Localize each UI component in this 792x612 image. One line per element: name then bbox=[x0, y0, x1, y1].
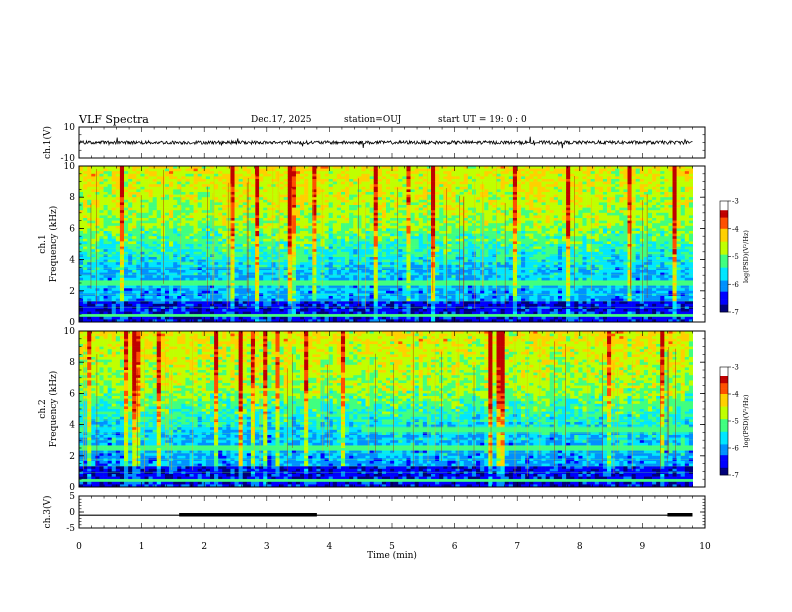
ch2-spectrogram-ytick-label: 2 bbox=[69, 452, 75, 462]
header-date: Dec.17, 2025 bbox=[251, 115, 312, 125]
ch3-digital-ytick-label: 0 bbox=[69, 508, 75, 518]
ch2-spectrogram-ytick-label: 4 bbox=[69, 421, 75, 431]
ch3-digital-ytick-label: 5 bbox=[69, 492, 75, 502]
ch3-digital-ytick-label: -5 bbox=[66, 524, 75, 534]
ch1-spectrogram-ytick-label: 0 bbox=[69, 318, 75, 328]
chart-title: VLF Spectra bbox=[79, 113, 149, 126]
ch1-spectrogram-ylabel-channel: ch.1 bbox=[38, 234, 48, 253]
colorbar-tick-label: -4 bbox=[732, 391, 739, 399]
colorbar-label-ch2: log(PSD)(V²/Hz) bbox=[742, 394, 750, 447]
header-start-time: start UT = 19: 0 : 0 bbox=[438, 115, 527, 125]
x-tick-label: 0 bbox=[76, 542, 82, 552]
ch2-spectrogram-ylabel-channel: ch.2 bbox=[38, 399, 48, 418]
ch2-spectrogram-ylabel: Frequency (kHz) bbox=[48, 371, 59, 448]
x-tick-label: 7 bbox=[514, 542, 520, 552]
colorbar-tick-label: -7 bbox=[732, 309, 739, 317]
ch1-waveform-ytick-label: 10 bbox=[64, 123, 76, 133]
colorbar-tick-label: -7 bbox=[732, 472, 739, 480]
colorbar-tick-label: -5 bbox=[732, 418, 739, 426]
ch1-waveform-ylabel: ch.1(V) bbox=[42, 126, 53, 159]
colorbar-tick-label: -3 bbox=[732, 198, 739, 206]
ch2-spectrogram-ytick-label: 6 bbox=[69, 389, 75, 399]
colorbar-ch2: -3 -4 -5 -6 -7 log(PSD)(V²/Hz) bbox=[719, 364, 750, 480]
ch1-spectrogram-ytick-label: 6 bbox=[69, 224, 75, 234]
colorbar-label-ch1: log(PSD)(V²/Hz) bbox=[742, 230, 750, 283]
spectrogram-ch1 bbox=[79, 166, 705, 323]
ch1-spectrogram-ylabel: Frequency (kHz) bbox=[48, 206, 59, 283]
ch2-spectrogram-ytick-label: 8 bbox=[69, 358, 75, 368]
ch3-digital-ylabel: ch.3(V) bbox=[42, 496, 53, 529]
header-station: station=OUJ bbox=[344, 115, 402, 125]
x-tick-label: 9 bbox=[640, 542, 646, 552]
x-tick-label: 2 bbox=[201, 542, 207, 552]
colorbar-tick-label: -6 bbox=[732, 281, 739, 289]
ch2-spectrogram-ytick-label: 10 bbox=[64, 327, 76, 337]
colorbar-tick-label: -4 bbox=[732, 225, 739, 233]
ch1-waveform-ytick-label: -10 bbox=[61, 154, 76, 164]
colorbar-tick-label: -5 bbox=[732, 253, 739, 261]
x-tick-label: 4 bbox=[327, 542, 333, 552]
colorbar-tick-label: -6 bbox=[732, 445, 739, 453]
spectrogram-ch2 bbox=[79, 331, 705, 488]
x-tick-label: 8 bbox=[577, 542, 583, 552]
ch1-spectrogram-ytick-label: 2 bbox=[69, 287, 75, 297]
ch1-waveform-trace bbox=[78, 136, 693, 149]
ch2-spectrogram-ytick-label: 0 bbox=[69, 483, 75, 493]
x-tick-label: 3 bbox=[264, 542, 270, 552]
colorbar-tick-label: -3 bbox=[732, 364, 739, 372]
ch1-spectrogram-ytick-label: 4 bbox=[69, 256, 75, 266]
x-tick-label: 6 bbox=[452, 542, 458, 552]
x-axis-label: Time (min) bbox=[367, 550, 417, 561]
x-tick-label: 5 bbox=[389, 542, 395, 552]
x-tick-label: 1 bbox=[139, 542, 145, 552]
colorbar-ch1: -3 -4 -5 -6 -7 log(PSD)(V²/Hz) bbox=[719, 198, 750, 317]
x-tick-label: 10 bbox=[699, 542, 711, 552]
ch1-spectrogram-ytick-label: 10 bbox=[64, 162, 76, 172]
ch1-spectrogram-ytick-label: 8 bbox=[69, 193, 75, 203]
